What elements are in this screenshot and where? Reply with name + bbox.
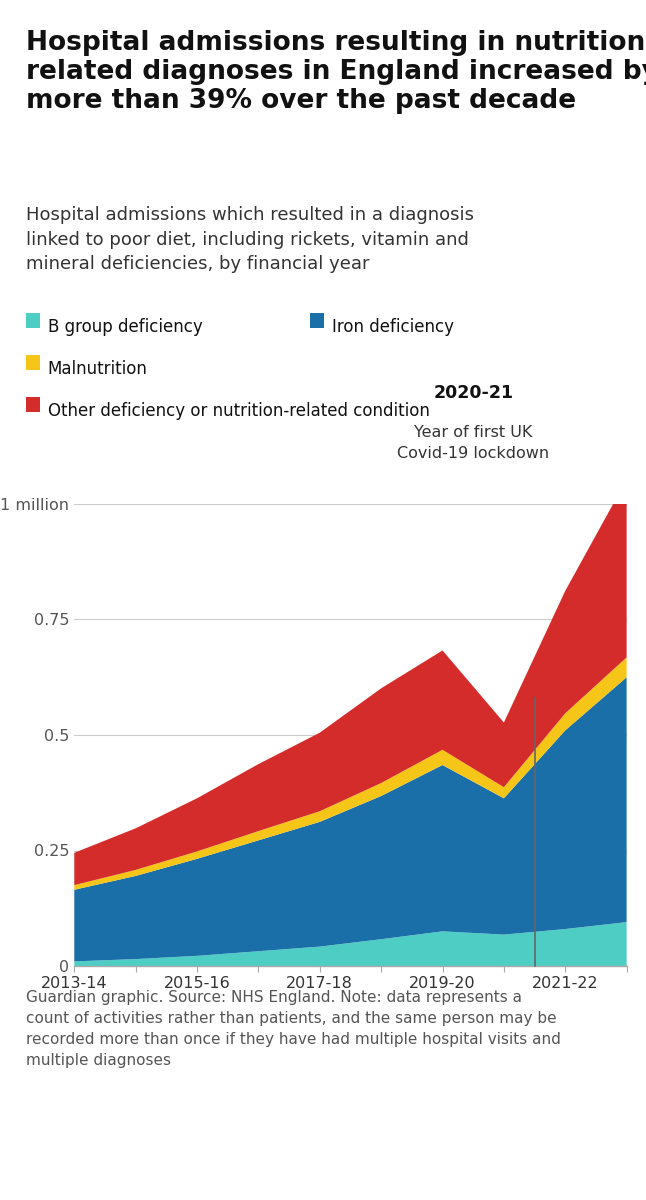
Text: Hospital admissions resulting in nutrition-
related diagnoses in England increas: Hospital admissions resulting in nutriti… [26, 30, 646, 114]
Text: 2020-21: 2020-21 [433, 384, 514, 402]
Text: Hospital admissions which resulted in a diagnosis
linked to poor diet, including: Hospital admissions which resulted in a … [26, 206, 474, 274]
Text: B group deficiency: B group deficiency [48, 318, 203, 336]
Text: Iron deficiency: Iron deficiency [332, 318, 454, 336]
Text: Guardian graphic. Source: NHS England. Note: data represents a
count of activiti: Guardian graphic. Source: NHS England. N… [26, 990, 561, 1068]
Text: Other deficiency or nutrition-related condition: Other deficiency or nutrition-related co… [48, 402, 430, 420]
Text: Malnutrition: Malnutrition [48, 360, 148, 378]
Text: Year of first UK
Covid-19 lockdown: Year of first UK Covid-19 lockdown [397, 426, 549, 462]
